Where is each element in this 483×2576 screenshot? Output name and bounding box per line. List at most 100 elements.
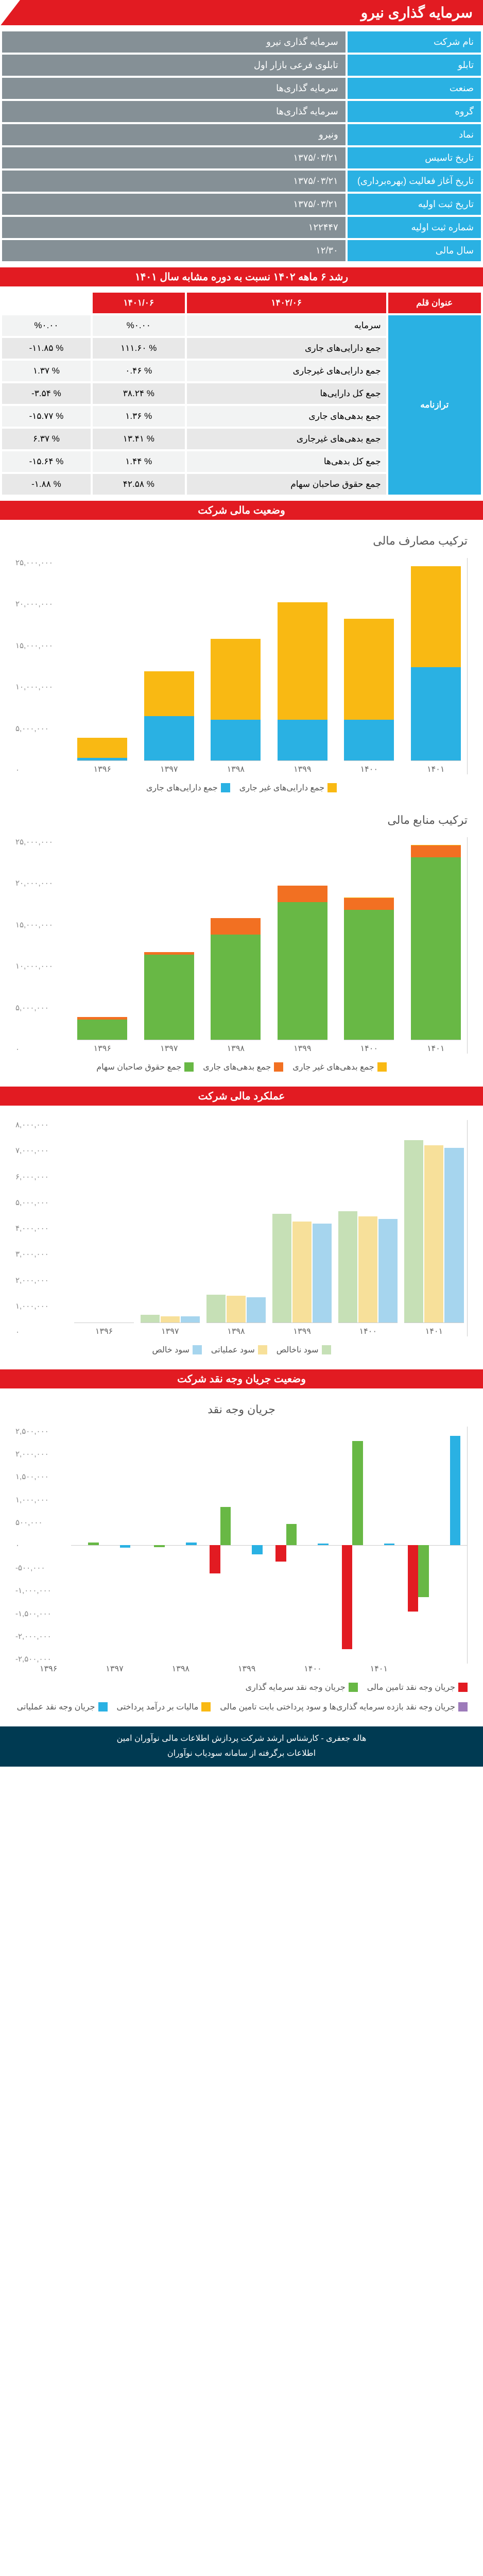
bar-stack	[278, 558, 327, 761]
growth-cell: %۰.۰۰	[2, 315, 91, 336]
bar-stack	[144, 558, 194, 761]
x-label: ۱۳۹۹	[294, 764, 311, 774]
bar-stack	[278, 837, 327, 1040]
cash-col	[137, 1427, 203, 1664]
bar-segment	[411, 667, 461, 760]
cash-bar	[210, 1545, 220, 1573]
bar-group	[272, 1120, 332, 1323]
bar-segment	[144, 671, 194, 716]
info-label: تابلو	[348, 55, 481, 76]
legend-label: جمع دارایی‌های جاری	[146, 783, 218, 793]
info-value: ۱۲۲۴۴۷	[2, 217, 346, 238]
cash-bar	[342, 1545, 353, 1649]
info-label: نام شرکت	[348, 31, 481, 53]
growth-cell: % ۰.۴۶	[93, 361, 185, 381]
legend-label: سود خالص	[152, 1345, 189, 1355]
legend-item: جریان وجه نقد تامین مالی	[367, 1682, 468, 1692]
x-label: ۱۴۰۰	[360, 764, 378, 774]
legend-swatch	[274, 1062, 283, 1072]
growth-cell: %۰.۰۰	[93, 315, 185, 336]
chart-cashflow: جریان وجه نقد ۲,۵۰۰,۰۰۰۲,۰۰۰,۰۰۰۱,۵۰۰,۰۰…	[0, 1393, 483, 1722]
grouped-bar	[404, 1140, 423, 1323]
bar-segment	[211, 720, 261, 760]
y-tick: ۲,۰۰۰,۰۰۰	[15, 1449, 67, 1459]
bar-stack	[411, 558, 461, 761]
legend-label: جمع بدهی‌های غیر جاری	[292, 1062, 374, 1072]
cash-bar	[418, 1545, 429, 1597]
growth-cell: جمع بدهی‌های جاری	[187, 406, 386, 427]
cash-col	[335, 1427, 401, 1664]
legend-swatch	[322, 1345, 331, 1354]
legend-swatch	[458, 1683, 468, 1692]
grouped-bar	[227, 1296, 246, 1323]
y-tick: -۲,۵۰۰,۰۰۰	[15, 1654, 67, 1664]
grouped-bar	[378, 1219, 398, 1323]
bar-segment	[278, 720, 327, 760]
legend-label: سود ناخالص	[277, 1345, 319, 1355]
info-value: ونیرو	[2, 124, 346, 145]
bar-group	[141, 1120, 200, 1323]
chart-sources: ترکیب منابع مالی ۲۵,۰۰۰,۰۰۰۲۰,۰۰۰,۰۰۰۱۵,…	[0, 803, 483, 1082]
bar-segment	[211, 935, 261, 1040]
y-tick: ۲۵,۰۰۰,۰۰۰	[15, 837, 67, 846]
x-label: ۱۴۰۱	[427, 1043, 444, 1054]
legend-item: مالیات بر درآمد پرداختی	[117, 1702, 211, 1712]
x-label: ۱۳۹۷	[160, 1043, 178, 1054]
chart1-title: ترکیب مصارف مالی	[15, 534, 468, 548]
bar-stack	[211, 558, 261, 761]
legend-swatch	[193, 1345, 202, 1354]
y-tick: ۲,۵۰۰,۰۰۰	[15, 1427, 67, 1436]
y-tick: ۵,۰۰۰,۰۰۰	[15, 724, 67, 733]
x-label: ۱۳۹۹	[293, 1326, 310, 1336]
x-label: ۱۳۹۹	[294, 1043, 311, 1054]
x-label: ۱۴۰۰	[359, 1326, 377, 1336]
y-tick: ۲۰,۰۰۰,۰۰۰	[15, 599, 67, 608]
cash-bar	[186, 1543, 197, 1545]
legend-swatch	[98, 1702, 108, 1711]
growth-cell: جمع کل دارایی‌ها	[187, 383, 386, 404]
bar-group	[74, 1120, 133, 1323]
growth-side-label: ترازنامه	[388, 315, 481, 495]
growth-cell: سرمایه	[187, 315, 386, 336]
chart2-title: ترکیب منابع مالی	[15, 814, 468, 827]
grouped-bar	[444, 1148, 463, 1323]
info-label: شماره ثبت اولیه	[348, 217, 481, 238]
y-tick: -۵۰۰,۰۰۰	[15, 1563, 67, 1572]
growth-cell: جمع کل بدهی‌ها	[187, 451, 386, 472]
legend-label: جمع دارایی‌های غیر جاری	[239, 783, 324, 793]
y-tick: -۲,۰۰۰,۰۰۰	[15, 1632, 67, 1641]
x-label: ۱۳۹۸	[227, 1326, 245, 1336]
y-tick: ۰	[15, 765, 67, 774]
y-tick: ۱,۰۰۰,۰۰۰	[15, 1495, 67, 1504]
section-cashflow: وضعیت جریان وجه نقد شرکت	[0, 1369, 483, 1388]
bar-segment	[278, 886, 327, 902]
bar-segment	[211, 918, 261, 934]
growth-cell: % ۱۱۱.۶۰	[93, 338, 185, 359]
bar-stack	[344, 558, 394, 761]
growth-cell: % ۱.۴۴	[93, 451, 185, 472]
y-tick: ۰	[15, 1540, 67, 1550]
growth-cell: % ‎-۱۵.۷۷	[2, 406, 91, 427]
info-value: سرمایه گذاری‌ها	[2, 101, 346, 122]
cash-bar	[275, 1545, 286, 1562]
chart-performance: ۸,۰۰۰,۰۰۰۷,۰۰۰,۰۰۰۶,۰۰۰,۰۰۰۵,۰۰۰,۰۰۰۴,۰۰…	[0, 1110, 483, 1365]
cash-bar	[120, 1545, 131, 1548]
growth-header: عنوان قلم	[388, 293, 481, 313]
legend-swatch	[327, 783, 337, 792]
legend-item: سود عملیاتی	[211, 1345, 267, 1355]
bar-segment	[278, 602, 327, 720]
bar-stack	[144, 837, 194, 1040]
info-value: ۱۳۷۵/۰۳/۲۱	[2, 194, 346, 215]
x-label: ۱۳۹۹	[214, 1664, 280, 1674]
y-tick: ۱۵,۰۰۰,۰۰۰	[15, 641, 67, 650]
grouped-bar	[272, 1214, 291, 1323]
page-title: سرمایه گذاری نیرو	[0, 0, 483, 25]
y-tick: ۱۵,۰۰۰,۰۰۰	[15, 920, 67, 929]
cash-col	[269, 1427, 335, 1664]
legend-label: مالیات بر درآمد پرداختی	[117, 1702, 199, 1712]
x-label: ۱۴۰۱	[427, 764, 444, 774]
legend-label: جمع بدهی‌های جاری	[203, 1062, 271, 1072]
legend-swatch	[184, 1062, 194, 1072]
x-label: ۱۳۹۶	[15, 1664, 81, 1674]
chart4-title: جریان وجه نقد	[15, 1403, 468, 1416]
